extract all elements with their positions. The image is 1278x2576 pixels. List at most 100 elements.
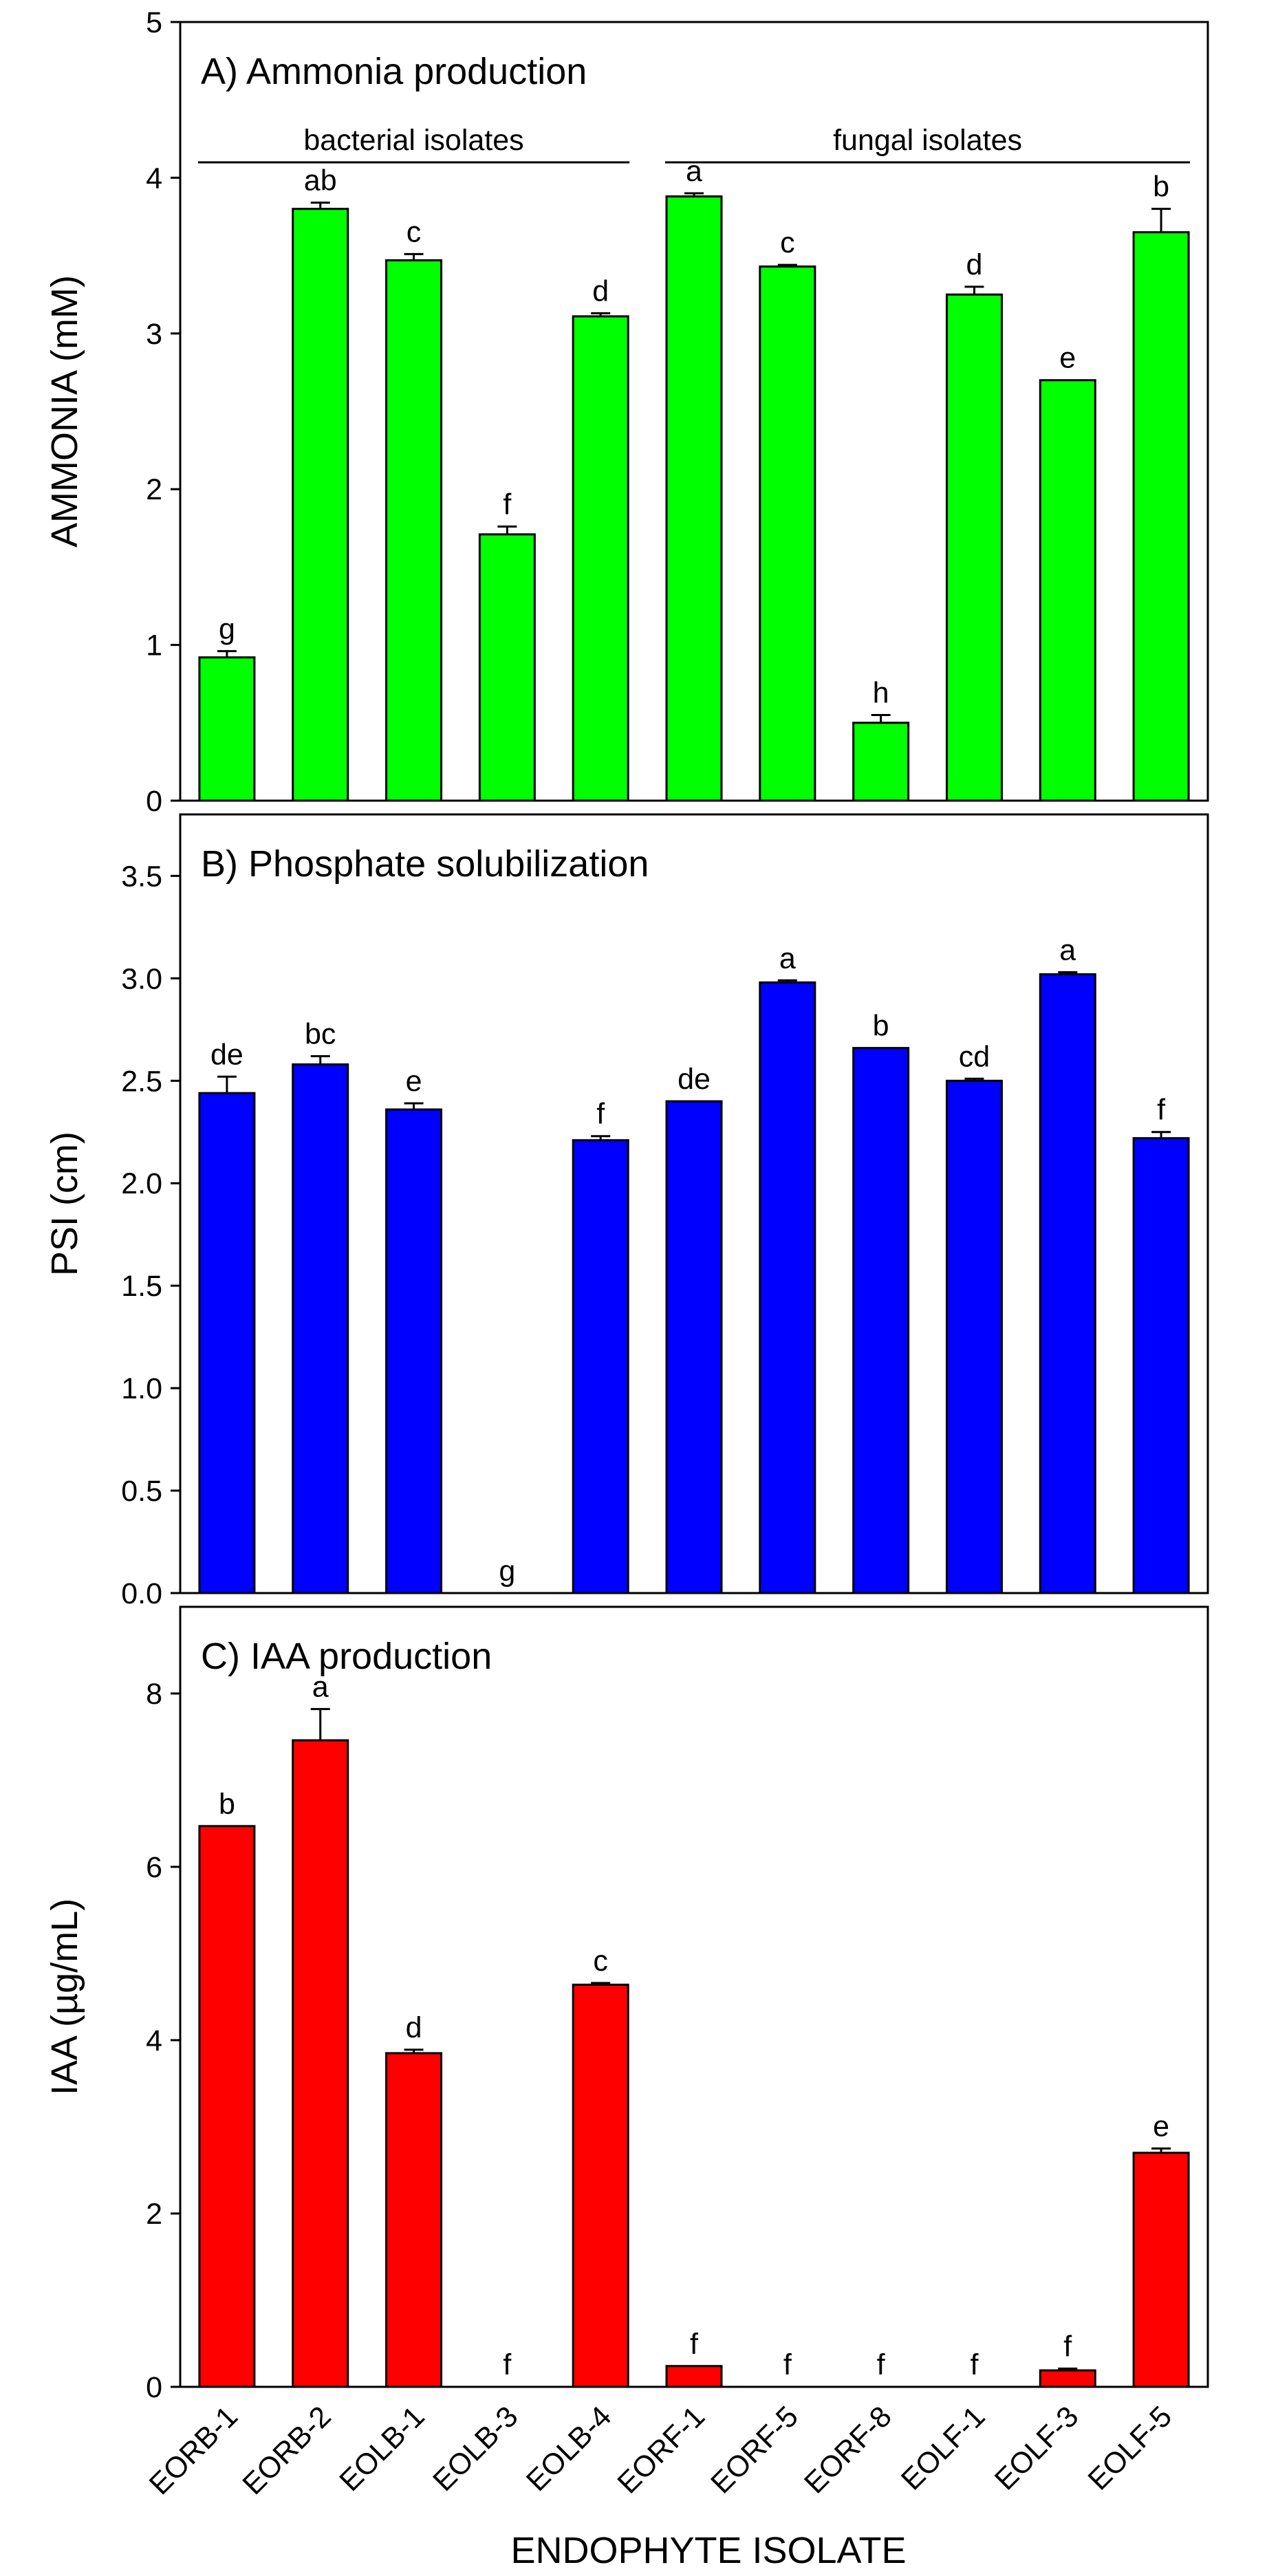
- y-tick-label: 0.0: [121, 1577, 162, 1610]
- y-tick-label: 2: [146, 2198, 162, 2231]
- bar-eolb-1: [385, 2052, 443, 2388]
- significance-letter: d: [592, 274, 609, 307]
- significance-letter: c: [780, 226, 795, 259]
- bar-eorb-1: [198, 656, 256, 802]
- significance-letter: e: [1059, 342, 1076, 375]
- y-tick-label: 3.5: [121, 860, 162, 893]
- significance-letter: f: [1063, 2330, 1072, 2363]
- significance-letter: de: [678, 1063, 711, 1096]
- bar-eolb-1: [385, 259, 443, 802]
- y-tick-label: 2.0: [121, 1167, 162, 1200]
- significance-letter: d: [406, 2011, 422, 2044]
- significance-letter: f: [503, 2348, 512, 2381]
- bar-eolf-5: [1132, 1137, 1190, 1594]
- bar-eolf-5: [1132, 2152, 1190, 2388]
- bar-eolf-5: [1132, 231, 1190, 802]
- bar-eolf-3: [1039, 379, 1096, 802]
- bar-eolf-1: [945, 1079, 1003, 1594]
- significance-letter: b: [219, 1788, 235, 1821]
- significance-letter: f: [596, 1098, 605, 1131]
- significance-letter: g: [499, 1555, 515, 1588]
- significance-letter: a: [686, 155, 702, 188]
- bar-eorf-5: [759, 981, 816, 1594]
- x-tick-label: EORF-5: [704, 2400, 804, 2500]
- significance-letter: f: [877, 2348, 886, 2381]
- bar-eorf-1: [665, 1100, 723, 1594]
- significance-letter: b: [873, 1010, 889, 1043]
- significance-letter: f: [503, 488, 512, 521]
- x-tick-label: EOLB-1: [334, 2400, 431, 2498]
- bar-eolb-1: [385, 1108, 443, 1594]
- group-bracket-label: fungal isolates: [833, 124, 1022, 157]
- y-tick-label: 0: [146, 2371, 162, 2404]
- panel-b-phosphate: B) Phosphate solubilization PSI (cm) 0.0 0.…: [44, 813, 1209, 1610]
- y-axis-label: PSI (cm): [44, 1132, 85, 1276]
- x-tick-label: EOLB-4: [520, 2400, 618, 2498]
- y-tick-label: 2: [146, 473, 162, 506]
- significance-letter: f: [690, 2328, 699, 2361]
- bar-eolb-4: [572, 1139, 629, 1594]
- significance-letter: cd: [959, 1040, 990, 1073]
- significance-letter: g: [219, 613, 235, 646]
- significance-letter: a: [779, 942, 796, 975]
- y-tick-label: 1.0: [121, 1372, 162, 1405]
- y-axis-label: AMMONIA (mM): [44, 275, 85, 548]
- bar-eorf-1: [665, 2365, 723, 2388]
- y-tick-label: 1: [146, 629, 162, 662]
- significance-letter: de: [210, 1038, 243, 1071]
- x-tick-label: EORB-2: [237, 2400, 338, 2501]
- significance-letter: e: [1153, 2110, 1169, 2143]
- bar-eolf-3: [1039, 2369, 1096, 2388]
- significance-letter: ab: [304, 164, 337, 197]
- bar-eolb-4: [572, 1983, 629, 2388]
- y-tick-label: 8: [146, 1678, 162, 1711]
- y-tick-label: 4: [146, 162, 162, 195]
- bar-eorf-5: [759, 265, 816, 802]
- significance-letter: f: [970, 2348, 979, 2381]
- bar-eolf-1: [945, 293, 1003, 802]
- x-tick-label: EOLF-3: [988, 2400, 1085, 2496]
- x-tick-label: EORB-1: [143, 2400, 244, 2501]
- y-tick-label: 2.5: [121, 1065, 162, 1098]
- shared-axis-labels: ENDOPHYTE ISOLATE: [510, 2530, 906, 2571]
- significance-letter: c: [593, 1945, 608, 1978]
- significance-letter: a: [312, 1671, 329, 1704]
- bar-eorb-1: [198, 1092, 256, 1594]
- significance-letter: e: [406, 1065, 422, 1098]
- panel-title: B) Phosphate solubilization: [201, 843, 649, 885]
- panel-title: A) Ammonia production: [201, 51, 587, 92]
- bar-eolb-3: [478, 533, 536, 802]
- bar-eorb-2: [292, 1739, 349, 2388]
- panel-title: C) IAA production: [201, 1636, 492, 1677]
- group-bracket-label: bacterial isolates: [303, 124, 523, 157]
- y-tick-label: 0.5: [121, 1475, 162, 1508]
- significance-letter: b: [1153, 171, 1169, 204]
- y-tick-label: 6: [146, 1851, 162, 1884]
- x-tick-label: EORF-8: [798, 2400, 898, 2500]
- bar-eorb-1: [198, 1825, 256, 2388]
- bar-eorf-1: [665, 195, 723, 802]
- x-tick-label: EORF-1: [611, 2400, 711, 2500]
- y-axis-label: IAA (µg/mL): [44, 1898, 85, 2095]
- bar-eolf-3: [1039, 973, 1096, 1594]
- y-tick-label: 3.0: [121, 962, 162, 995]
- significance-letter: f: [783, 2348, 792, 2381]
- y-tick-label: 4: [146, 2024, 162, 2057]
- significance-letter: f: [1157, 1094, 1166, 1127]
- bar-eorf-8: [852, 722, 910, 802]
- x-tick-label: EOLF-5: [1082, 2400, 1178, 2496]
- x-tick-label: EOLF-1: [895, 2400, 991, 2496]
- y-tick-label: 5: [146, 6, 162, 39]
- panel-c-iaa: C) IAA production IAA (µg/mL) 0 2 4 6 8 b a d f c f f…: [44, 1605, 1209, 2501]
- y-tick-label: 0: [146, 785, 162, 818]
- significance-letter: a: [1059, 933, 1076, 966]
- significance-letter: h: [873, 676, 889, 709]
- x-axis-label: ENDOPHYTE ISOLATE: [510, 2530, 906, 2571]
- significance-letter: bc: [305, 1018, 336, 1051]
- bar-eolb-4: [572, 315, 629, 802]
- panel-a-ammonia: A) Ammonia production AMMONIA (mM) 0 1 2 3 4 5 g…: [44, 6, 1209, 818]
- bar-eorb-2: [292, 1063, 349, 1594]
- y-tick-label: 1.5: [121, 1270, 162, 1303]
- y-tick-label: 3: [146, 318, 162, 351]
